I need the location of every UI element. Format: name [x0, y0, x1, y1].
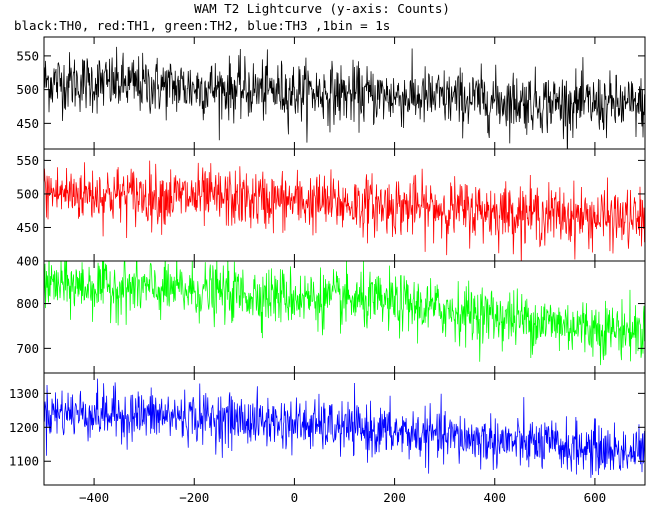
panel-th1: 400 450 500 550 — [16, 148, 646, 269]
chart-subtitle: black:TH0, red:TH1, green:TH2, blue:TH3 … — [14, 18, 390, 33]
panels-group: 450 500 550 400 450 500 550 700 800 1100 1200 1300 — [9, 36, 646, 486]
panel-th2: 700 800 — [16, 260, 646, 374]
y-tick-label: 450 — [16, 220, 39, 235]
y-tick-label: 500 — [16, 186, 39, 201]
y-tick-label: 500 — [16, 82, 39, 97]
y-tick-label: 550 — [16, 153, 39, 168]
y-tick-label: 1300 — [9, 386, 39, 401]
y-tick-label: 400 — [16, 254, 39, 269]
series-line-th0 — [44, 46, 645, 149]
x-tick-label: 400 — [483, 490, 506, 505]
y-tick-label: 1200 — [9, 420, 39, 435]
y-tick-label: 800 — [16, 296, 39, 311]
x-tick-label: 0 — [291, 490, 299, 505]
x-tick-label: 200 — [383, 490, 406, 505]
panel-frame — [43, 372, 646, 486]
x-tick-label: −200 — [179, 490, 209, 505]
y-tick-label: 1100 — [9, 454, 39, 469]
series-line-th3 — [44, 378, 645, 478]
x-axis: −400 −200 0 200 400 600 — [79, 490, 606, 505]
y-tick-label: 450 — [16, 116, 39, 131]
x-tick-label: 600 — [584, 490, 607, 505]
panel-th0: 450 500 550 — [16, 36, 646, 150]
chart-title: WAM T2 Lightcurve (y-axis: Counts) — [194, 1, 450, 16]
panel-th3: 1100 1200 1300 — [9, 372, 646, 486]
y-tick-label: 550 — [16, 48, 39, 63]
y-tick-label: 700 — [16, 341, 39, 356]
x-tick-label: −400 — [79, 490, 109, 505]
series-line-th2 — [44, 261, 645, 366]
series-line-th1 — [44, 160, 645, 261]
panel-frame — [43, 148, 646, 262]
